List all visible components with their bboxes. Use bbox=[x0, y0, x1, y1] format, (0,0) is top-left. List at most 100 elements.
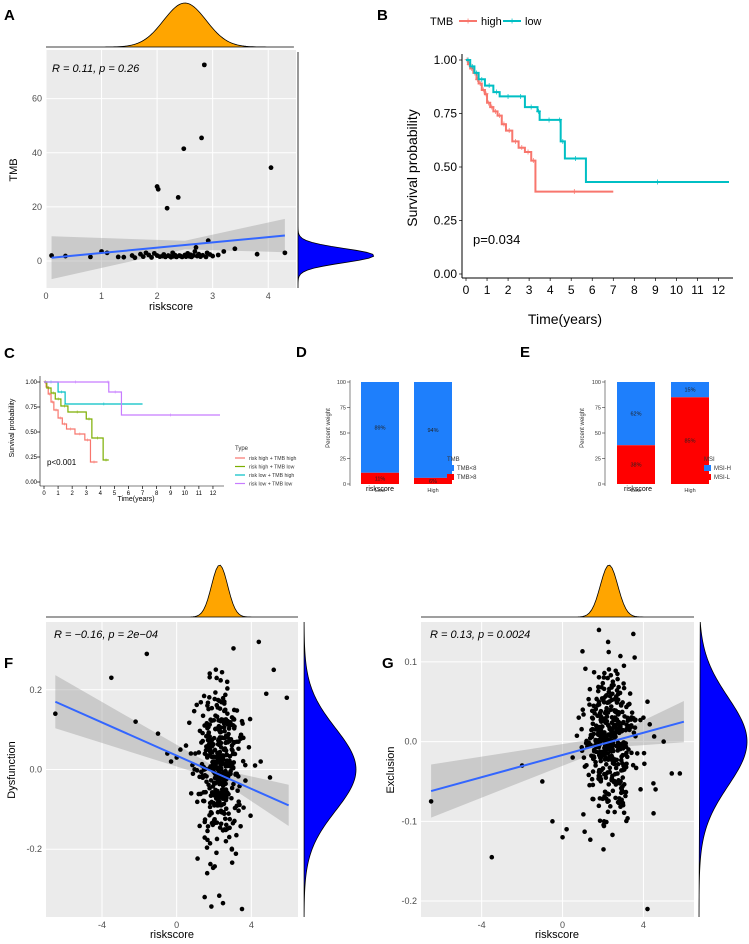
data-point bbox=[606, 649, 611, 655]
panel-c-legend-label: risk high + TMB high bbox=[249, 456, 296, 462]
data-point bbox=[222, 735, 227, 741]
panel-b-legend-high: high bbox=[481, 16, 502, 28]
data-point bbox=[632, 655, 637, 660]
data-point bbox=[618, 703, 624, 708]
data-point bbox=[589, 708, 595, 714]
data-point bbox=[218, 794, 223, 800]
data-point bbox=[243, 762, 248, 768]
data-point bbox=[586, 772, 592, 778]
data-point bbox=[613, 694, 619, 699]
panel-e-ylabel: Percent weight bbox=[580, 408, 586, 448]
data-point bbox=[209, 904, 214, 909]
data-point bbox=[216, 893, 222, 899]
data-point bbox=[608, 743, 614, 748]
panel-g-ytick: 0.0 bbox=[404, 737, 417, 747]
data-point bbox=[188, 791, 194, 796]
y-tick-label: 0.75 bbox=[25, 405, 37, 411]
data-point bbox=[610, 748, 616, 754]
data-point bbox=[620, 761, 625, 766]
confidence-band bbox=[51, 218, 285, 280]
data-point bbox=[596, 627, 602, 633]
data-point bbox=[191, 708, 197, 714]
data-point bbox=[203, 254, 209, 260]
data-point bbox=[212, 747, 218, 753]
data-point bbox=[231, 717, 237, 722]
x-tick-label: 6 bbox=[127, 491, 131, 497]
data-point bbox=[582, 829, 587, 835]
data-point bbox=[624, 754, 630, 760]
censor-mark: + bbox=[486, 81, 492, 92]
data-point bbox=[115, 254, 121, 260]
data-point bbox=[600, 680, 606, 686]
data-point bbox=[175, 194, 181, 200]
censor-mark: + bbox=[60, 390, 64, 396]
data-point bbox=[205, 737, 211, 743]
panel-g-xtick: 0 bbox=[560, 920, 565, 930]
data-point bbox=[231, 760, 237, 765]
data-point bbox=[223, 822, 229, 828]
data-point bbox=[229, 847, 235, 852]
data-point bbox=[613, 765, 619, 771]
data-point bbox=[220, 828, 226, 833]
panel-e-legend-key-msi-l bbox=[704, 474, 711, 480]
data-point bbox=[564, 826, 569, 832]
panel-d-legend-key-tmb-gt8 bbox=[447, 474, 454, 480]
x-tick-label: 9 bbox=[169, 491, 173, 497]
data-point bbox=[614, 700, 620, 705]
data-point bbox=[589, 776, 595, 782]
data-point bbox=[596, 699, 602, 704]
censor-mark: + bbox=[525, 148, 531, 159]
data-point bbox=[620, 802, 626, 808]
data-point bbox=[601, 738, 607, 743]
data-point bbox=[268, 165, 274, 171]
data-point bbox=[204, 870, 210, 876]
data-point bbox=[186, 720, 192, 726]
data-point bbox=[217, 825, 223, 830]
data-point bbox=[596, 727, 602, 733]
data-point bbox=[226, 731, 231, 737]
data-point bbox=[231, 781, 236, 787]
y-tick-label: 25 bbox=[595, 457, 601, 463]
data-point bbox=[223, 838, 229, 844]
data-point bbox=[620, 752, 626, 758]
data-point bbox=[596, 803, 602, 809]
bar-segment-msi-l bbox=[617, 445, 655, 484]
data-point bbox=[603, 762, 609, 767]
data-point bbox=[211, 742, 216, 747]
censor-mark: + bbox=[169, 413, 173, 419]
x-tick-label: High bbox=[427, 488, 438, 494]
data-point bbox=[580, 707, 586, 713]
panel-d: D 0 25 50 75 100 89% 11% Low 94% 6% High riskscore… bbox=[296, 344, 477, 494]
data-point bbox=[226, 791, 231, 797]
data-point bbox=[593, 706, 599, 712]
data-point bbox=[219, 802, 225, 807]
data-point bbox=[617, 690, 623, 696]
data-point bbox=[227, 816, 233, 822]
regression-line bbox=[430, 720, 685, 792]
data-point bbox=[227, 738, 232, 744]
data-point bbox=[624, 750, 629, 756]
data-point bbox=[594, 749, 599, 755]
data-point bbox=[223, 806, 229, 811]
bar-data-label: 94% bbox=[427, 428, 438, 434]
data-point bbox=[196, 750, 202, 755]
data-point bbox=[236, 746, 241, 752]
censor-mark: + bbox=[58, 416, 62, 422]
data-point bbox=[621, 663, 627, 669]
data-point bbox=[588, 837, 593, 843]
data-point bbox=[213, 690, 218, 695]
censor-mark: + bbox=[54, 408, 58, 414]
data-point bbox=[606, 782, 612, 787]
data-point bbox=[619, 797, 624, 803]
data-point bbox=[217, 741, 223, 746]
data-point bbox=[614, 743, 620, 749]
bar-segment-tmb-8 bbox=[361, 472, 399, 484]
censor-mark: + bbox=[480, 85, 486, 96]
panel-g-xtick: -4 bbox=[478, 920, 486, 930]
censor-mark: + bbox=[477, 79, 483, 90]
data-point bbox=[155, 731, 161, 736]
data-point bbox=[144, 651, 150, 657]
x-tick-label: 5 bbox=[113, 491, 117, 497]
censor-mark: + bbox=[474, 68, 480, 79]
censor-mark: + bbox=[104, 458, 108, 464]
